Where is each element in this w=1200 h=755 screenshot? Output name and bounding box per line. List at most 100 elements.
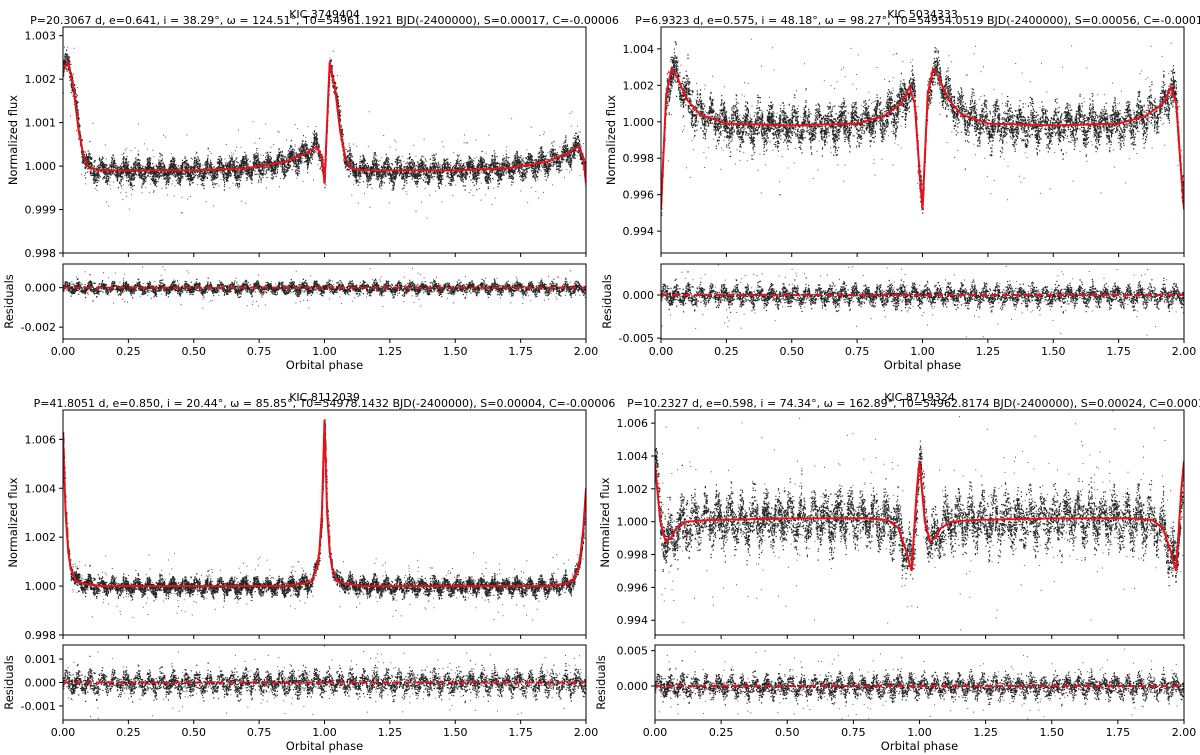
y-tick-label: 1.002 — [25, 531, 57, 544]
y-tick-label: 0.005 — [617, 645, 649, 658]
x-tick-label: 0.00 — [51, 345, 76, 358]
x-tick-label: 0.50 — [182, 726, 207, 739]
panel-parameters: P=10.2327 d, e=0.598, i = 74.34°, ω = 16… — [627, 397, 1200, 410]
y-tick-label: 0.999 — [25, 204, 57, 217]
x-tick-label: 1.25 — [973, 726, 998, 739]
x-tick-label: 1.75 — [1106, 726, 1131, 739]
x-tick-label: 0.75 — [841, 726, 866, 739]
x-tick-label: 0.75 — [247, 345, 272, 358]
x-tick-label: 0.25 — [116, 345, 141, 358]
x-tick-label: 2.00 — [574, 726, 599, 739]
x-tick-label: 1.25 — [378, 345, 403, 358]
flux-plot-frame — [655, 410, 1184, 635]
y-tick-label: -0.005 — [619, 332, 654, 345]
y-tick-label: 1.004 — [623, 43, 655, 56]
x-tick-label: 2.00 — [1172, 726, 1197, 739]
x-tick-label: 0.75 — [247, 726, 272, 739]
x-tick-label: 1.50 — [1041, 345, 1066, 358]
flux-data-points — [63, 47, 587, 219]
residuals-axis-label: Residuals — [2, 274, 16, 329]
residual-points — [661, 271, 1185, 313]
y-tick-label: 1.002 — [25, 73, 57, 86]
y-tick-label: 1.006 — [25, 433, 57, 446]
residuals-plot: 0.000 0.005 0.00 0.25 0.50 0.75 1.00 1.25 1.50 1.… — [594, 638, 1196, 753]
x-axis-label: Orbital phase — [881, 739, 958, 753]
x-tick-label: 1.50 — [1040, 726, 1065, 739]
flux-outlier-points — [63, 47, 586, 219]
flux-axis-label: Normalized flux — [598, 477, 612, 567]
flux-axis-label: Normalized flux — [6, 477, 20, 567]
x-axis-label: Orbital phase — [286, 739, 363, 753]
y-tick-label: 0.996 — [617, 581, 649, 594]
flux-plot: 0.998 1.000 1.002 1.004 1.006 Normalized flux — [6, 410, 587, 642]
y-tick-label: 0.000 — [623, 289, 655, 302]
y-tick-label: 0.000 — [25, 282, 57, 295]
x-tick-label: 1.00 — [910, 345, 935, 358]
y-tick-label: 1.006 — [617, 417, 649, 430]
x-axis-label: Orbital phase — [884, 358, 961, 372]
flux-outlier-points — [655, 401, 1183, 655]
y-tick-label: 0.994 — [623, 225, 655, 238]
y-tick-label: 0.001 — [25, 653, 57, 666]
x-tick-label: 1.00 — [312, 345, 337, 358]
model-curve — [661, 69, 1184, 209]
panel-parameters: P=41.8051 d, e=0.850, i = 20.44°, ω = 85… — [34, 397, 616, 410]
residual-points — [63, 274, 587, 299]
flux-plot: 0.994 0.996 0.998 1.000 1.002 1.004 Normalized… — [604, 0, 1185, 257]
x-tick-label: 0.00 — [649, 345, 674, 358]
x-tick-label: 1.25 — [378, 726, 403, 739]
x-tick-label: 0.50 — [780, 345, 805, 358]
residual-points — [63, 656, 587, 704]
y-tick-label: 1.004 — [617, 450, 649, 463]
x-tick-label: 0.25 — [116, 726, 141, 739]
residuals-axis-label: Residuals — [2, 655, 16, 710]
x-tick-label: 1.75 — [1106, 345, 1131, 358]
y-tick-label: 1.003 — [25, 30, 57, 43]
x-tick-label: 1.75 — [508, 726, 533, 739]
y-tick-label: 0.998 — [25, 247, 57, 260]
flux-plot-frame — [63, 27, 586, 253]
x-tick-label: 1.25 — [976, 345, 1001, 358]
flux-plot: 0.9940.9960.9981.0001.0021.0041.006Norma… — [598, 401, 1185, 655]
x-tick-label: 2.00 — [1172, 345, 1197, 358]
x-tick-label: 0.75 — [845, 345, 870, 358]
y-tick-label: 0.998 — [623, 152, 655, 165]
flux-plot: 0.9980.9991.0001.0011.0021.003Normalized… — [6, 27, 587, 260]
x-tick-label: 0.25 — [709, 726, 734, 739]
y-tick-label: 0.994 — [617, 614, 649, 627]
y-tick-label: 0.998 — [617, 549, 649, 562]
panel-parameters: P=20.3067 d, e=0.641, i = 38.29°, ω = 12… — [30, 14, 619, 27]
x-tick-label: 0.50 — [775, 726, 800, 739]
y-tick-label: 1.000 — [25, 580, 57, 593]
y-tick-label: 1.002 — [623, 79, 655, 92]
y-tick-label: 1.001 — [25, 117, 57, 130]
y-tick-label: 0.996 — [623, 189, 655, 202]
y-tick-label: 1.000 — [623, 116, 655, 129]
x-tick-label: 0.50 — [182, 345, 207, 358]
x-tick-label: 1.00 — [907, 726, 932, 739]
y-tick-label: 1.000 — [617, 516, 649, 529]
y-tick-label: 0.998 — [25, 629, 57, 642]
residuals-plot-frame — [661, 264, 1184, 339]
residuals-axis-label: Residuals — [600, 274, 614, 329]
x-tick-label: 0.25 — [714, 345, 739, 358]
y-tick-label: 1.000 — [25, 160, 57, 173]
y-tick-label: -0.001 — [21, 700, 56, 713]
flux-data-points — [655, 401, 1185, 655]
x-tick-label: 1.50 — [443, 345, 468, 358]
y-tick-label: 1.004 — [25, 482, 57, 495]
model-curve — [63, 420, 586, 586]
y-tick-label: 0.000 — [617, 680, 649, 693]
x-tick-label: 1.50 — [443, 726, 468, 739]
x-tick-label: 0.00 — [643, 726, 668, 739]
residuals-axis-label: Residuals — [594, 655, 608, 710]
flux-axis-label: Normalized flux — [604, 95, 618, 185]
